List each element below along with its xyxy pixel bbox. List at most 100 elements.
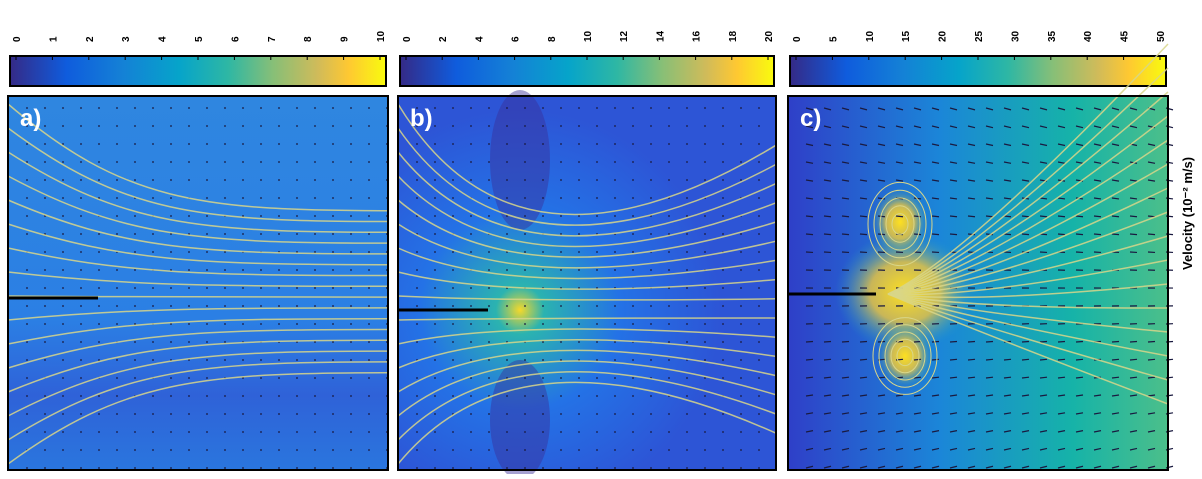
colorbar-tick-label: 0 <box>12 36 23 42</box>
quiver <box>1004 359 1011 360</box>
colorbar <box>10 56 386 86</box>
quiver <box>950 234 957 235</box>
quiver <box>1130 234 1137 235</box>
quiver <box>824 377 831 378</box>
quiver <box>1112 234 1119 235</box>
quiver <box>914 234 921 235</box>
colorbar-tick-label: 1 <box>48 36 59 42</box>
panel-label: a) <box>20 105 41 132</box>
quiver <box>1022 377 1029 378</box>
quiver <box>932 216 939 217</box>
quiver <box>986 216 993 217</box>
quiver <box>824 216 831 217</box>
quiver <box>1112 359 1119 360</box>
quiver <box>824 359 831 360</box>
quiver <box>1058 359 1065 360</box>
quiver <box>950 359 957 360</box>
quiver <box>1022 359 1029 360</box>
panel-label: c) <box>800 105 821 132</box>
quiver <box>1058 216 1065 217</box>
quiver <box>1040 359 1047 360</box>
colorbar-tick-label: 20 <box>938 30 949 42</box>
quiver <box>1130 377 1137 378</box>
colorbar-tick-label: 7 <box>267 36 278 42</box>
quiver <box>1076 377 1083 378</box>
quiver <box>806 216 813 217</box>
quiver <box>1076 359 1083 360</box>
quiver <box>842 234 849 235</box>
figure: Velocity (10⁻² m/s) 012345678910a)024681… <box>0 0 1202 474</box>
colorbar-tick-label: 2 <box>438 36 449 42</box>
colorbar-tick-label: 0 <box>792 36 803 42</box>
colorbar-label: Velocity (10⁻² m/s) <box>1180 157 1195 270</box>
colorbar-tick-label: 0 <box>402 36 413 42</box>
quiver <box>1148 377 1155 378</box>
quiver <box>1112 377 1119 378</box>
colorbar-tick-label: 20 <box>764 30 775 42</box>
quiver <box>1040 216 1047 217</box>
low-zone <box>490 90 550 230</box>
colorbar-tick-label: 6 <box>230 36 241 42</box>
quiver <box>1022 216 1029 217</box>
quiver <box>968 216 975 217</box>
quiver <box>1148 359 1155 360</box>
colorbar-tick-label: 6 <box>511 36 522 42</box>
quiver <box>1004 234 1011 235</box>
quiver <box>842 377 849 378</box>
colorbar-tick-label: 4 <box>158 36 169 42</box>
quiver <box>950 216 957 217</box>
quiver <box>842 359 849 360</box>
quiver <box>806 234 813 235</box>
colorbar-tick-label: 4 <box>474 36 485 42</box>
quiver <box>1112 216 1119 217</box>
colorbar-tick-label: 45 <box>1120 30 1131 42</box>
quiver <box>914 359 921 360</box>
colorbar-tick-label: 25 <box>974 30 985 42</box>
quiver <box>1130 359 1137 360</box>
quiver <box>896 216 903 217</box>
colorbar-tick-label: 5 <box>194 36 205 42</box>
colorbar <box>400 56 774 86</box>
panel: c) <box>788 44 1173 470</box>
colorbar-tick-label: 10 <box>865 30 876 42</box>
quiver <box>968 359 975 360</box>
colorbar-tick-label: 10 <box>583 30 594 42</box>
colorbar-tick-label: 40 <box>1083 30 1094 42</box>
panel: a) <box>8 96 388 470</box>
colorbar-tick-label: 35 <box>1047 30 1058 42</box>
quiver <box>986 359 993 360</box>
colorbar-tick-label: 30 <box>1010 30 1021 42</box>
quiver <box>932 377 939 378</box>
quiver <box>932 234 939 235</box>
quiver <box>1022 234 1029 235</box>
quiver <box>1094 216 1101 217</box>
quiver <box>860 234 867 235</box>
quiver <box>860 377 867 378</box>
quiver <box>878 216 885 217</box>
colorbar-tick-label: 10 <box>376 30 387 42</box>
quiver <box>1076 216 1083 217</box>
colorbar-tick-label: 3 <box>121 36 132 42</box>
colorbar-tick-label: 18 <box>728 30 739 42</box>
quiver <box>932 359 939 360</box>
quiver <box>1058 377 1065 378</box>
quiver <box>842 216 849 217</box>
quiver <box>1058 234 1065 235</box>
colorbar-tick-label: 8 <box>547 36 558 42</box>
quiver <box>914 216 921 217</box>
quiver <box>950 377 957 378</box>
quiver <box>1076 234 1083 235</box>
quiver <box>860 359 867 360</box>
quiver <box>1004 377 1011 378</box>
colorbar-tick-label: 15 <box>901 30 912 42</box>
colorbar-tick-label: 14 <box>655 30 666 42</box>
colorbar-tick-label: 50 <box>1156 30 1167 42</box>
quiver <box>824 234 831 235</box>
flow-field <box>8 96 388 470</box>
colorbar-tick-label: 2 <box>85 36 96 42</box>
quiver <box>968 377 975 378</box>
quiver <box>986 377 993 378</box>
quiver <box>1130 216 1137 217</box>
panel: b) <box>398 90 776 474</box>
colorbar-tick-label: 8 <box>303 36 314 42</box>
